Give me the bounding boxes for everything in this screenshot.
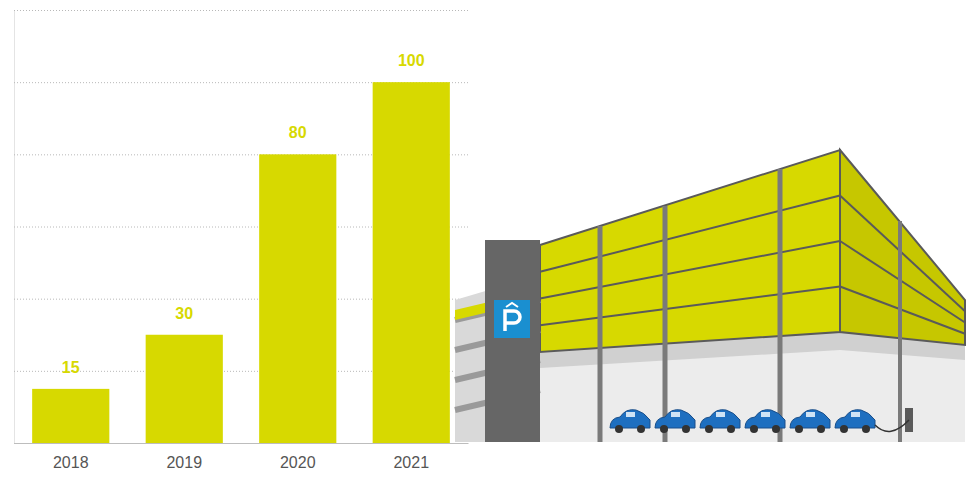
garage-illustration — [455, 150, 965, 442]
car — [745, 410, 785, 428]
car — [700, 410, 740, 428]
car-wheel — [682, 425, 690, 433]
data-label: 100 — [398, 52, 425, 69]
car — [790, 410, 830, 428]
bars — [32, 82, 450, 443]
car — [835, 410, 875, 428]
garage-side — [840, 150, 965, 345]
x-tick: 2019 — [166, 443, 202, 471]
car-wheel — [817, 425, 825, 433]
car — [610, 410, 650, 428]
car-wheel — [772, 425, 780, 433]
x-tick: 2021 — [393, 443, 429, 471]
garage-floor-line — [540, 287, 840, 326]
car-window — [716, 412, 725, 417]
data-labels: 15 30 80 100 — [62, 52, 425, 376]
charger-cable — [875, 420, 909, 431]
car-wheel — [660, 425, 668, 433]
car-wheel — [727, 425, 735, 433]
garage-column — [598, 226, 603, 442]
x-axis-line — [15, 443, 469, 444]
car-window — [851, 412, 860, 417]
bar — [259, 154, 336, 443]
x-tick-label: 2018 — [53, 454, 89, 471]
garage-column — [778, 169, 783, 442]
car-wheel — [637, 425, 645, 433]
car-window — [806, 412, 815, 417]
car-wheel — [615, 425, 623, 433]
garage-facade — [540, 150, 840, 352]
x-tick: 2020 — [280, 443, 316, 471]
bar — [32, 389, 109, 443]
x-tick-label: 2019 — [166, 454, 202, 471]
parking-sign — [494, 300, 530, 338]
car-window — [761, 412, 770, 417]
parking-sign-symbol — [506, 303, 518, 307]
car-wheel — [705, 425, 713, 433]
chart: 2018 2019 2020 2021 15 30 80 100 — [0, 0, 973, 480]
garage-column — [898, 221, 902, 442]
data-label: 30 — [175, 305, 193, 322]
x-tick: 2018 — [53, 443, 89, 471]
car-wheel — [840, 425, 848, 433]
grid-line — [14, 443, 468, 444]
garage-column — [663, 206, 668, 442]
garage-tower — [485, 240, 540, 442]
car-wheel — [795, 425, 803, 433]
grid-line — [14, 10, 468, 11]
data-label: 15 — [62, 359, 80, 376]
bar — [146, 335, 223, 443]
bar — [373, 82, 450, 443]
data-label: 80 — [289, 124, 307, 141]
garage-floor-line — [540, 196, 840, 272]
y-axis — [14, 11, 468, 444]
car-window — [626, 412, 635, 417]
car-wheel — [862, 425, 870, 433]
x-tick-label: 2020 — [280, 454, 316, 471]
car-wheel — [750, 425, 758, 433]
garage-floor-line — [840, 287, 965, 334]
y-tick — [14, 10, 468, 11]
x-tick-label: 2021 — [393, 454, 429, 471]
car — [655, 410, 695, 428]
y-tick — [14, 443, 468, 444]
parking-sign-symbol — [505, 311, 520, 331]
car-window — [671, 412, 680, 417]
garage-floor-line — [540, 241, 840, 299]
x-axis: 2018 2019 2020 2021 — [15, 443, 469, 471]
